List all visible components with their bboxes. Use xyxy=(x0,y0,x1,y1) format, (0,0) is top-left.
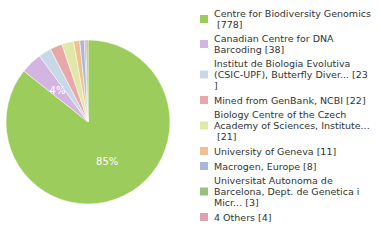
svg-text:Canadian Centre for DNA: Canadian Centre for DNA xyxy=(214,33,337,44)
svg-text:(CSIC-UPF), Butterfly Diver...: (CSIC-UPF), Butterfly Diver... [23 xyxy=(214,69,368,80)
svg-text:Academy of Sciences, Institute: Academy of Sciences, Institute... xyxy=(214,120,370,131)
svg-text:[21]: [21] xyxy=(214,131,237,142)
svg-text:Universitat Autonoma de: Universitat Autonoma de xyxy=(214,175,336,186)
svg-text:Centre for Biodiversity Genomi: Centre for Biodiversity Genomics xyxy=(214,8,371,19)
svg-text:4%: 4% xyxy=(50,85,66,96)
svg-text:4 Others [4]: 4 Others [4] xyxy=(214,212,271,223)
svg-text:University of Geneva [11]: University of Geneva [11] xyxy=(214,146,336,157)
svg-text:Barcelona, Dept. de Genetica i: Barcelona, Dept. de Genetica i xyxy=(214,186,362,197)
svg-text:Biology Centre of the Czech: Biology Centre of the Czech xyxy=(214,109,349,120)
svg-text:]: ] xyxy=(214,80,218,91)
svg-text:[778]: [778] xyxy=(214,19,243,30)
svg-text:Macrogen, Europe [8]: Macrogen, Europe [8] xyxy=(214,161,317,172)
svg-text:Micr... [3]: Micr... [3] xyxy=(214,197,259,208)
svg-text:85%: 85% xyxy=(96,156,118,167)
svg-text:Mined from GenBank, NCBI [22]: Mined from GenBank, NCBI [22] xyxy=(214,95,366,106)
svg-text:Barcoding [38]: Barcoding [38] xyxy=(214,44,284,55)
svg-text:Institut de Biologia Evolutiva: Institut de Biologia Evolutiva xyxy=(214,58,353,69)
